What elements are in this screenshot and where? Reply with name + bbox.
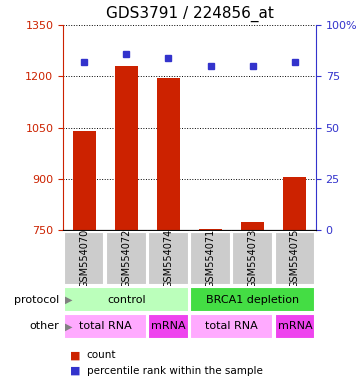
Text: ▶: ▶ xyxy=(65,321,73,331)
Text: GSM554071: GSM554071 xyxy=(205,228,216,288)
Bar xyxy=(275,314,315,339)
Text: total RNA: total RNA xyxy=(79,321,132,331)
Text: other: other xyxy=(30,321,60,331)
Text: protocol: protocol xyxy=(14,295,60,305)
Text: GSM554074: GSM554074 xyxy=(164,228,174,288)
Text: ▶: ▶ xyxy=(65,295,73,305)
Bar xyxy=(64,287,189,312)
Bar xyxy=(283,177,306,230)
Bar xyxy=(157,78,180,230)
Text: GDS3791 / 224856_at: GDS3791 / 224856_at xyxy=(105,5,274,22)
Bar xyxy=(199,229,222,230)
Text: count: count xyxy=(87,350,116,360)
Bar xyxy=(241,222,264,230)
Text: BRCA1 depletion: BRCA1 depletion xyxy=(206,295,299,305)
Bar xyxy=(73,131,96,230)
Text: control: control xyxy=(107,295,145,305)
Bar xyxy=(275,232,315,285)
Bar xyxy=(148,314,189,339)
Text: GSM554070: GSM554070 xyxy=(79,228,89,288)
Bar xyxy=(232,232,273,285)
Text: mRNA: mRNA xyxy=(151,321,186,331)
Text: GSM554072: GSM554072 xyxy=(121,228,131,288)
Text: percentile rank within the sample: percentile rank within the sample xyxy=(87,366,262,376)
Text: total RNA: total RNA xyxy=(205,321,258,331)
Bar xyxy=(64,232,104,285)
Bar xyxy=(190,232,231,285)
Text: GSM554073: GSM554073 xyxy=(248,228,258,288)
Bar xyxy=(148,232,189,285)
Text: GSM554075: GSM554075 xyxy=(290,228,300,288)
Text: mRNA: mRNA xyxy=(278,321,312,331)
Bar xyxy=(106,232,147,285)
Bar xyxy=(115,66,138,230)
Bar xyxy=(64,314,147,339)
Bar xyxy=(190,287,315,312)
Bar xyxy=(190,314,273,339)
Text: ■: ■ xyxy=(70,350,81,360)
Text: ■: ■ xyxy=(70,366,81,376)
